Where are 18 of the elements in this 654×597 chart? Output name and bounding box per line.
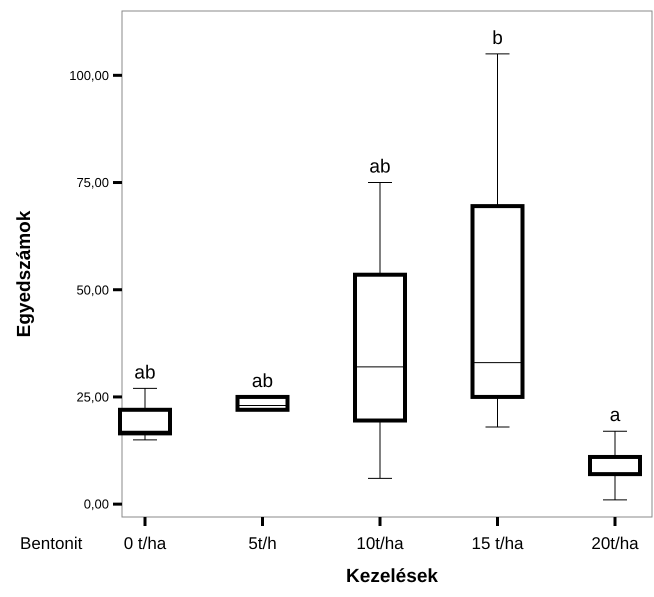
x-tick-label: 0 t/ha [124, 534, 167, 553]
x-tick-label: 15 t/ha [472, 534, 524, 553]
y-tick-label: 0,00 [84, 496, 109, 512]
y-tick-label: 50,00 [76, 282, 109, 298]
x-tick-label: 5t/h [248, 534, 277, 553]
x-tick-label: 20t/ha [591, 534, 640, 553]
x-axis-title: Kezelések [346, 566, 438, 587]
annotation: ab [252, 370, 274, 392]
y-axis-title: Egyedszámok [14, 210, 35, 338]
y-tick-label: 100,00 [69, 68, 109, 83]
annotation: ab [134, 362, 156, 384]
y-tick-label: 25,00 [76, 389, 109, 404]
y-tick-label: 75,00 [76, 175, 109, 190]
annotation: a [610, 405, 621, 426]
annotation: b [492, 28, 503, 49]
text: Bentonit [20, 534, 83, 553]
x-tick-label: 10t/ha [356, 534, 404, 553]
annotation: ab [369, 156, 391, 178]
